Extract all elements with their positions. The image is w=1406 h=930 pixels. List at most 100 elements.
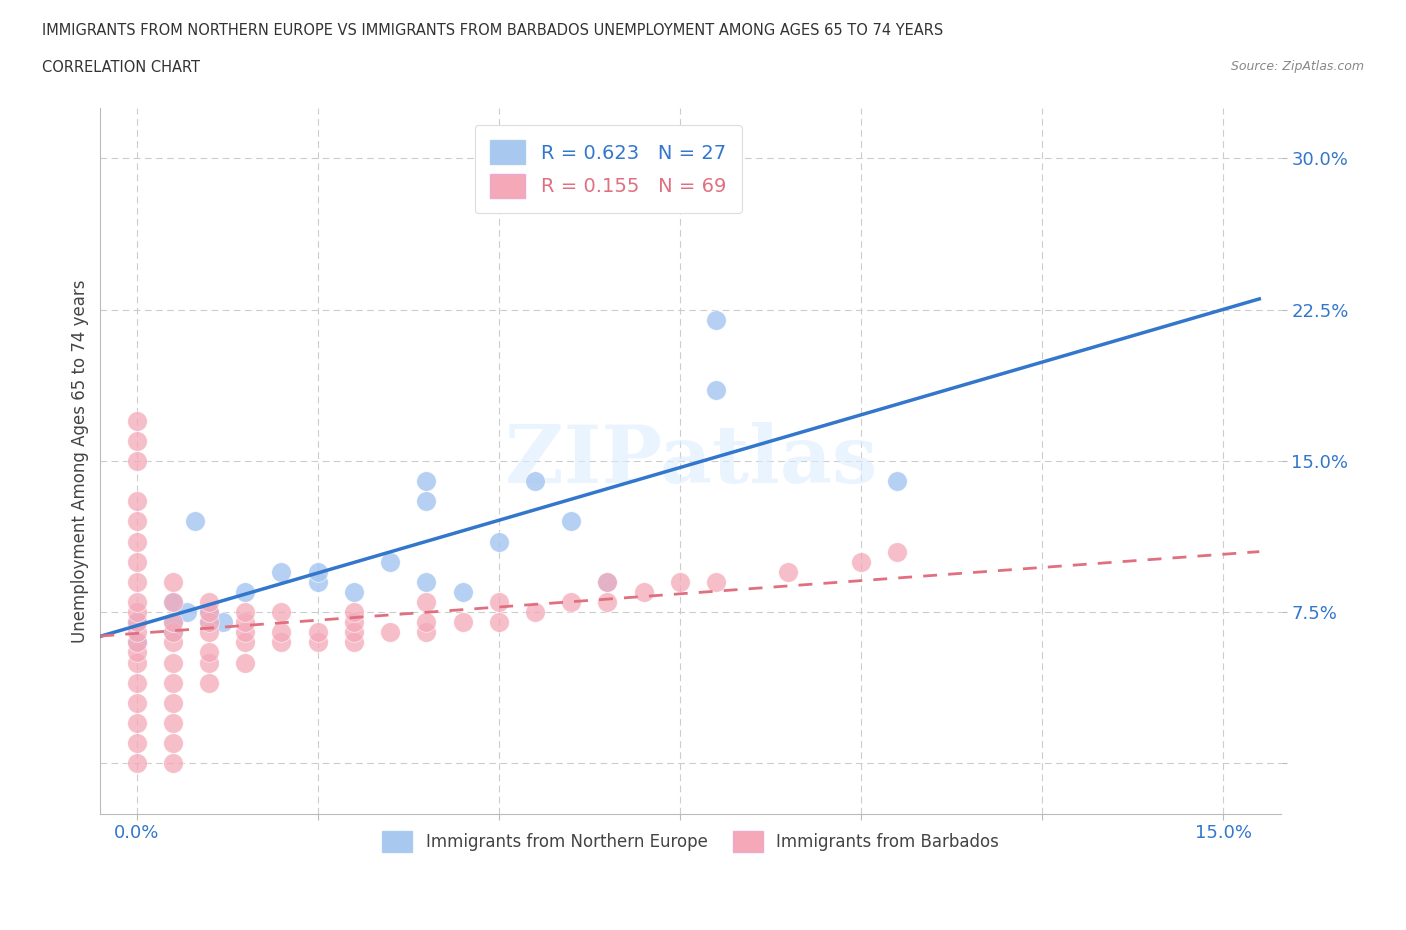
Point	[343, 604, 366, 619]
Text: IMMIGRANTS FROM NORTHERN EUROPE VS IMMIGRANTS FROM BARBADOS UNEMPLOYMENT AMONG A: IMMIGRANTS FROM NORTHERN EUROPE VS IMMIG…	[42, 23, 943, 38]
Point	[162, 615, 184, 630]
Point	[162, 625, 184, 640]
Point	[125, 675, 148, 690]
Point	[233, 604, 256, 619]
Point	[415, 494, 437, 509]
Point	[125, 594, 148, 609]
Point	[198, 615, 221, 630]
Point	[633, 585, 655, 600]
Point	[125, 615, 148, 630]
Point	[343, 585, 366, 600]
Point	[125, 413, 148, 428]
Point	[162, 625, 184, 640]
Point	[198, 675, 221, 690]
Point	[270, 635, 292, 650]
Point	[270, 565, 292, 579]
Point	[125, 575, 148, 590]
Point	[198, 645, 221, 660]
Point	[125, 655, 148, 670]
Point	[669, 575, 692, 590]
Text: Source: ZipAtlas.com: Source: ZipAtlas.com	[1230, 60, 1364, 73]
Text: ZIPatlas: ZIPatlas	[505, 422, 877, 500]
Point	[233, 655, 256, 670]
Point	[488, 615, 510, 630]
Point	[451, 585, 474, 600]
Point	[560, 594, 582, 609]
Point	[125, 625, 148, 640]
Point	[596, 594, 619, 609]
Point	[162, 696, 184, 711]
Point	[125, 604, 148, 619]
Point	[162, 594, 184, 609]
Point	[125, 716, 148, 731]
Point	[125, 554, 148, 569]
Point	[125, 454, 148, 469]
Point	[886, 473, 908, 488]
Point	[125, 645, 148, 660]
Text: CORRELATION CHART: CORRELATION CHART	[42, 60, 200, 75]
Point	[162, 716, 184, 731]
Point	[198, 604, 221, 619]
Point	[212, 615, 235, 630]
Point	[198, 625, 221, 640]
Point	[560, 514, 582, 529]
Point	[523, 473, 546, 488]
Point	[488, 594, 510, 609]
Point	[125, 736, 148, 751]
Point	[415, 575, 437, 590]
Point	[343, 635, 366, 650]
Point	[307, 575, 329, 590]
Point	[778, 565, 800, 579]
Point	[198, 594, 221, 609]
Point	[162, 594, 184, 609]
Point	[415, 594, 437, 609]
Point	[198, 655, 221, 670]
Point	[162, 635, 184, 650]
Point	[415, 473, 437, 488]
Point	[125, 696, 148, 711]
Point	[125, 615, 148, 630]
Point	[849, 554, 872, 569]
Point	[415, 615, 437, 630]
Point	[162, 756, 184, 771]
Point	[343, 625, 366, 640]
Point	[125, 756, 148, 771]
Point	[233, 615, 256, 630]
Point	[378, 625, 401, 640]
Point	[704, 312, 727, 327]
Point	[198, 604, 221, 619]
Point	[125, 534, 148, 549]
Legend: Immigrants from Northern Europe, Immigrants from Barbados: Immigrants from Northern Europe, Immigra…	[375, 825, 1005, 858]
Point	[233, 635, 256, 650]
Point	[451, 615, 474, 630]
Point	[343, 615, 366, 630]
Point	[523, 604, 546, 619]
Point	[162, 736, 184, 751]
Point	[125, 433, 148, 448]
Point	[125, 494, 148, 509]
Point	[233, 625, 256, 640]
Point	[125, 635, 148, 650]
Point	[596, 575, 619, 590]
Point	[162, 675, 184, 690]
Point	[125, 514, 148, 529]
Point	[704, 575, 727, 590]
Point	[488, 534, 510, 549]
Point	[886, 544, 908, 559]
Point	[176, 604, 198, 619]
Y-axis label: Unemployment Among Ages 65 to 74 years: Unemployment Among Ages 65 to 74 years	[72, 279, 89, 643]
Point	[162, 615, 184, 630]
Point	[162, 575, 184, 590]
Point	[307, 625, 329, 640]
Point	[270, 604, 292, 619]
Point	[596, 575, 619, 590]
Point	[183, 514, 205, 529]
Point	[198, 615, 221, 630]
Point	[125, 635, 148, 650]
Point	[162, 655, 184, 670]
Point	[378, 554, 401, 569]
Point	[233, 585, 256, 600]
Point	[704, 383, 727, 398]
Point	[307, 635, 329, 650]
Point	[415, 625, 437, 640]
